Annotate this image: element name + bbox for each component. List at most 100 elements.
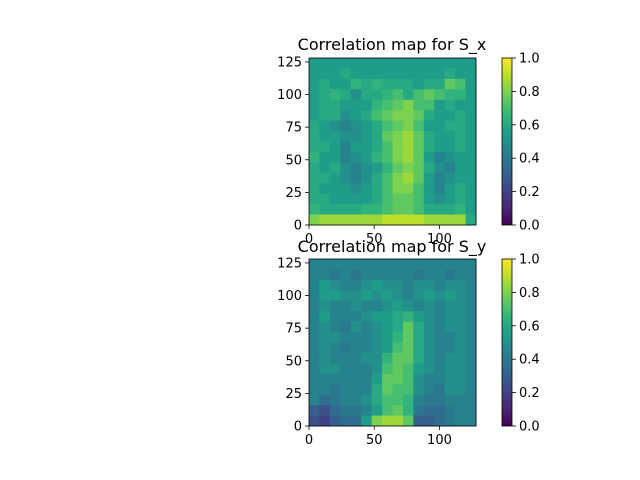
heatmap-cell [361, 352, 373, 364]
heatmap-cell [371, 290, 383, 302]
heatmap-cell [392, 384, 404, 396]
heatmap-cell [465, 363, 477, 375]
heatmap-cell [465, 183, 477, 195]
heatmap-cell [455, 352, 466, 364]
heatmap-cell [402, 141, 414, 153]
heatmap-cell [371, 110, 383, 122]
heatmap-cell [382, 300, 393, 312]
heatmap-cell [434, 311, 446, 323]
heatmap-cell [309, 352, 320, 364]
heatmap-cell [309, 131, 320, 142]
colorbar-ticks: 0.0 0.2 0.4 0.6 0.8 1.0 [512, 253, 540, 435]
heatmap-cell [392, 110, 404, 122]
heatmap-cell [465, 162, 477, 174]
heatmap-cell [402, 89, 414, 101]
heatmap-cell [392, 120, 404, 132]
heatmap-cell [413, 78, 425, 90]
heatmap-cell [434, 373, 446, 385]
heatmap-cell [402, 311, 414, 323]
heatmap-cell [465, 172, 477, 184]
heatmap-cell [444, 58, 456, 69]
heatmap-cell [465, 131, 477, 142]
heatmap-cell [434, 342, 446, 354]
heatmap-cell [361, 172, 373, 184]
heatmap-cell [465, 415, 477, 427]
colorbar-tick-label: 0.8 [519, 286, 540, 301]
heatmap-cell [455, 269, 466, 281]
heatmap-cell [309, 405, 320, 416]
heatmap-cell [382, 311, 393, 323]
heatmap-cell [455, 290, 466, 302]
heatmap-cell [392, 172, 404, 184]
heatmap-cell [361, 342, 373, 354]
heatmap-cell [434, 110, 446, 122]
heatmap-cell [340, 311, 352, 323]
heatmap-cell [361, 373, 373, 385]
plot-frame [308, 57, 477, 226]
heatmap-cell [434, 162, 446, 174]
heatmap-cell [402, 290, 414, 302]
heatmap-cell [309, 415, 320, 427]
heatmap-cell [361, 311, 373, 323]
heatmap-cell [329, 269, 341, 281]
heatmap-cell [402, 373, 414, 385]
heatmap-cell [340, 99, 352, 111]
heatmap-cell [340, 110, 352, 122]
heatmap-cell [340, 332, 352, 343]
heatmap-cell [309, 311, 320, 323]
heatmap-cell [423, 279, 435, 291]
heatmap-cell [434, 384, 446, 396]
heatmap-cell [319, 405, 331, 416]
heatmap-cell [444, 269, 456, 281]
heatmap-cell [361, 110, 373, 122]
heatmap-cell [371, 373, 383, 385]
heatmap-cell [382, 172, 393, 184]
heatmap-cell [319, 259, 331, 270]
colorbar-tick-label: 0.8 [519, 85, 540, 100]
colorbar-gradient [501, 258, 513, 427]
heatmap-cell [329, 151, 341, 163]
heatmap-cell [455, 120, 466, 132]
heatmap-cell [340, 363, 352, 375]
heatmap-cell [382, 58, 393, 69]
heatmap-cell [382, 78, 393, 90]
heatmap-cell [402, 214, 414, 226]
heatmap-cell [309, 290, 320, 302]
heatmap-cell [444, 394, 456, 406]
heatmap-cell [423, 269, 435, 281]
colorbar-tick-label: 0.0 [519, 420, 540, 435]
heatmap-cell [350, 78, 362, 90]
heatmap-cell [444, 405, 456, 416]
heatmap-cell [371, 68, 383, 80]
heatmap-cell [319, 78, 331, 90]
heatmap-cell [329, 352, 341, 364]
heatmap-cell [319, 89, 331, 101]
heatmap-cell [423, 405, 435, 416]
heatmap-cell [340, 405, 352, 416]
heatmap-cell [319, 300, 331, 312]
heatmap-cell [329, 279, 341, 291]
heatmap-cell [340, 300, 352, 312]
heatmap-cell [465, 99, 477, 111]
heatmap-cell [392, 394, 404, 406]
x-tick-label: 100 [427, 232, 452, 247]
heatmap-cell [402, 99, 414, 111]
heatmap-cell [392, 151, 404, 163]
heatmap-cell [402, 332, 414, 343]
heatmap-cell [350, 120, 362, 132]
heatmap-cell [382, 151, 393, 163]
x-tick-label: 50 [366, 232, 383, 247]
heatmap-cell [329, 204, 341, 215]
heatmap-cell [423, 172, 435, 184]
heatmap-cell [413, 204, 425, 215]
heatmap-cell [382, 259, 393, 270]
heatmap-cell [434, 363, 446, 375]
heatmap-cell [329, 162, 341, 174]
heatmap-cell [350, 162, 362, 174]
heatmap-cell [413, 151, 425, 163]
heatmap-cell [423, 58, 435, 69]
heatmap-cell [350, 141, 362, 153]
heatmap-cell [361, 151, 373, 163]
heatmap-cell [455, 384, 466, 396]
